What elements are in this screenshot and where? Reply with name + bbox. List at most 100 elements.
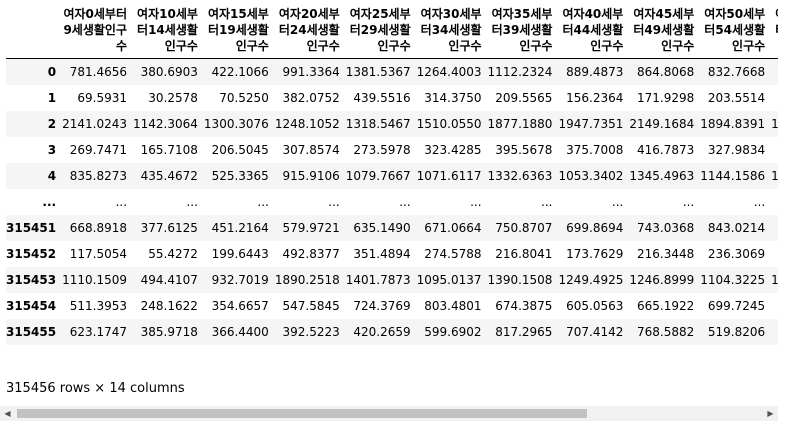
- table-cell: 494.4107: [140, 272, 198, 287]
- table-cell: 1246.8999: [629, 272, 695, 287]
- table-cell: 366.4400: [211, 324, 269, 339]
- table-cell: 750.8707: [495, 220, 553, 235]
- horizontal-scrollbar[interactable]: ◀ ▶: [0, 406, 778, 421]
- table-row: 315451 668.8918 377.6125 451.2164 579.9721 63…: [6, 214, 778, 241]
- table-body: 0 781.4656 380.6903 422.1066 991.3364 1381.53…: [6, 58, 778, 345]
- row-index: 315453: [6, 272, 57, 287]
- table-cell: 889.4873: [566, 64, 624, 79]
- table-cell: 323.4285: [424, 142, 482, 157]
- table-cell: 835.8273: [69, 168, 128, 183]
- row-index: 315455: [6, 324, 57, 339]
- table-cell: 825.0000: [771, 59, 778, 85]
- table-cell: 1332.6363: [487, 168, 553, 183]
- table-cell: 724.3769: [353, 298, 411, 313]
- table-cell: 209.5565: [495, 90, 553, 105]
- column-header: 여자40세부터44세생활인구수: [558, 6, 630, 59]
- table-cell: 492.8377: [282, 246, 340, 261]
- row-index: 1: [47, 90, 57, 105]
- table-cell: ...: [115, 194, 128, 209]
- table-cell: 327.9834: [707, 142, 766, 157]
- table-cell: 1947.7351: [558, 116, 624, 131]
- table-row: 2 2141.0243 1142.3064 1300.3076 1248.1052 131…: [6, 110, 778, 137]
- row-index: 315452: [6, 246, 57, 261]
- table-cell: ...: [186, 194, 198, 209]
- table-cell: 635.1490: [353, 220, 411, 235]
- table-cell: 354.6657: [211, 298, 269, 313]
- table-cell: 392.5223: [282, 324, 340, 339]
- column-header: 여자20세부터24세생활인구수: [274, 6, 346, 59]
- table-cell: 743.0368: [637, 220, 695, 235]
- row-index: 4: [47, 168, 57, 183]
- table-cell: 932.7019: [211, 272, 269, 287]
- table-cell: 269.7471: [69, 142, 128, 157]
- table-cell: 451.2164: [211, 220, 269, 235]
- table-cell: 1510.0550: [416, 116, 482, 131]
- row-index: 315454: [6, 298, 57, 313]
- column-header: 여자50세부터54세생활인구수: [700, 6, 772, 59]
- table-cell: 1877.1880: [487, 116, 553, 131]
- column-header: 여자10세부터14세생활인구수: [133, 6, 204, 59]
- table-cell: 203.5514: [707, 90, 766, 105]
- table-cell: 1264.4003: [416, 64, 482, 79]
- column-header: 여자55세부터59세생활인구수: [771, 6, 778, 59]
- table-cell: 117.5054: [69, 246, 128, 261]
- table-cell: 1438.0000: [771, 272, 778, 287]
- table-cell: 623.1747: [69, 324, 128, 339]
- row-index: ...: [42, 194, 57, 209]
- table-cell: ...: [257, 194, 269, 209]
- column-header: 여자25세부터29세생활인구수: [345, 6, 417, 59]
- table-cell: 511.3953: [69, 298, 128, 313]
- table-cell: 671.0664: [424, 220, 482, 235]
- table-cell: 832.7668: [707, 64, 766, 79]
- table-cell: 1248.1052: [274, 116, 340, 131]
- triangle-right-icon[interactable]: ▶: [767, 409, 774, 418]
- table-cell: 802.0000: [771, 293, 778, 319]
- table-cell: 1397.0000: [771, 168, 778, 183]
- table-cell: 375.7008: [566, 142, 624, 157]
- table-cell: 674.3875: [495, 298, 553, 313]
- table-cell: 2149.1684: [629, 116, 695, 131]
- row-index: 315451: [6, 220, 57, 235]
- table-cell: 1079.7667: [345, 168, 411, 183]
- table-cell: 768.5882: [637, 324, 695, 339]
- table-cell: 605.0563: [566, 298, 624, 313]
- table-row: 0 781.4656 380.6903 422.1066 991.3364 1381.53…: [6, 58, 778, 85]
- table-cell: 30.2578: [148, 90, 198, 105]
- column-header: 여자30세부터34세생활인구수: [416, 6, 488, 59]
- table-row: 315454 511.3953 248.1622 354.6657 547.5845 72…: [6, 293, 778, 319]
- table-cell: 991.3364: [282, 64, 340, 79]
- table-cell: 1890.2518: [274, 272, 340, 287]
- triangle-left-icon[interactable]: ◀: [4, 409, 11, 418]
- table-cell: 216.3448: [637, 246, 695, 261]
- table-cell: 385.9718: [140, 324, 198, 339]
- table-cell: 843.0214: [707, 220, 766, 235]
- table-cell: 382.0752: [282, 90, 340, 105]
- table-cell: 1142.3064: [133, 116, 198, 131]
- table-row: 315455 623.1747 385.9718 366.4400 392.5223 42…: [6, 318, 778, 345]
- table-cell: 665.1922: [637, 298, 695, 313]
- table-cell: 1381.5367: [345, 64, 411, 79]
- table-cell: 248.1622: [140, 298, 198, 313]
- table-cell: 236.3069: [707, 246, 766, 261]
- table-cell: ...: [328, 194, 340, 209]
- table-row: ....................................: [6, 189, 778, 215]
- table-cell: 579.9721: [282, 220, 340, 235]
- table-cell: 55.4272: [148, 246, 198, 261]
- table-cell: 599.6902: [424, 324, 482, 339]
- table-cell: 1071.6117: [416, 168, 482, 183]
- table-cell: 1318.5467: [345, 116, 411, 131]
- scrollbar-thumb[interactable]: [17, 409, 587, 418]
- table-cell: 420.2659: [353, 324, 411, 339]
- table-cell: 817.2965: [495, 324, 553, 339]
- table-cell: 1112.2324: [487, 64, 553, 79]
- table-cell: 1390.1508: [487, 272, 553, 287]
- table-cell: 173.7629: [566, 246, 624, 261]
- table-cell: 70.5250: [219, 90, 269, 105]
- table-cell: 2141.0243: [62, 116, 128, 131]
- table-cell: 1110.1509: [62, 272, 128, 287]
- table-cell: 1095.0137: [416, 272, 482, 287]
- table-cell: 439.5516: [353, 90, 411, 105]
- table-cell: 395.5678: [495, 142, 553, 157]
- table-cell: 1964.0000: [771, 116, 778, 131]
- table-cell: 668.8918: [69, 220, 128, 235]
